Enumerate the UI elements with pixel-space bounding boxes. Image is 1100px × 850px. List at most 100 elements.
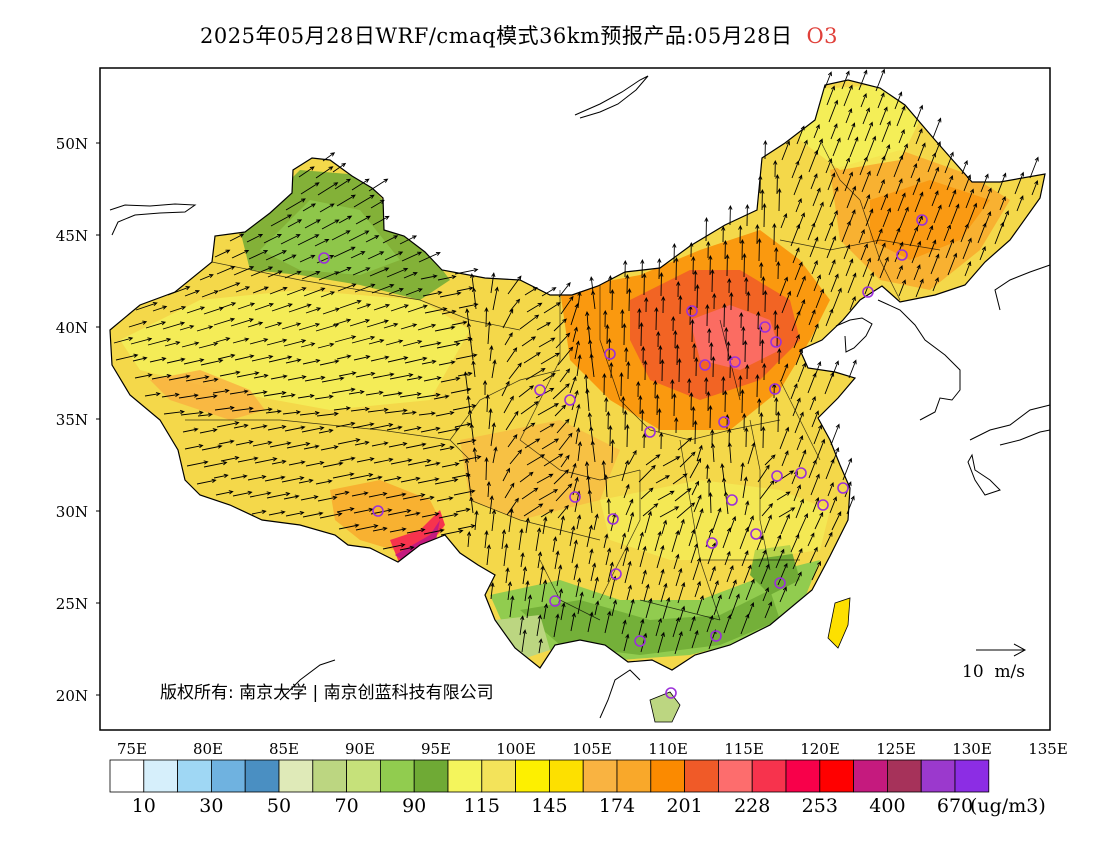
wind-arrow xyxy=(695,283,700,309)
wind-arrow xyxy=(659,506,680,518)
wind-arrow xyxy=(559,515,565,536)
wind-arrow xyxy=(469,423,475,446)
wind-arrow xyxy=(196,478,217,485)
wind-arrow xyxy=(230,474,248,480)
wind-arrow xyxy=(710,268,715,293)
wind-arrow xyxy=(705,463,710,480)
wind-arrow xyxy=(385,339,404,346)
wind-arrow xyxy=(455,507,471,513)
wind-arrow xyxy=(419,341,442,348)
wind-arrow xyxy=(235,286,251,293)
wind-arrow xyxy=(285,198,306,211)
wind-arrow xyxy=(689,391,694,411)
wind-arrow xyxy=(540,509,554,518)
wind-arrow xyxy=(764,454,776,466)
wind-arrow xyxy=(742,476,748,499)
wind-arrow xyxy=(744,426,749,448)
wind-arrow xyxy=(555,332,571,349)
wind-arrow xyxy=(482,379,488,396)
wind-arrow xyxy=(813,274,821,292)
city-marker xyxy=(686,305,698,317)
wind-arrow xyxy=(725,253,730,277)
wind-arrow xyxy=(468,336,474,361)
wind-arrow xyxy=(637,531,644,551)
colorbar-swatch xyxy=(650,759,685,793)
wind-arrow xyxy=(305,307,322,314)
wind-arrow xyxy=(812,497,820,513)
lat-label-35n: 35N xyxy=(56,411,88,429)
wind-arrow xyxy=(368,338,385,345)
wind-arrow xyxy=(320,445,339,451)
wind-arrow xyxy=(149,357,167,363)
wind-arrow xyxy=(950,203,960,225)
wind-arrow xyxy=(677,357,682,383)
wind-arrow xyxy=(488,408,493,430)
wind-arrow xyxy=(608,424,613,447)
wind-arrow xyxy=(525,367,546,381)
wind-arrow xyxy=(184,443,204,450)
wind-arrow xyxy=(485,393,490,413)
wind-arrow xyxy=(994,221,1005,245)
city-marker xyxy=(795,467,807,479)
wind-arrow xyxy=(503,395,514,414)
wind-arrow xyxy=(113,336,134,344)
wind-arrow xyxy=(526,594,533,619)
wind-arrow xyxy=(745,578,755,601)
wind-arrow xyxy=(509,298,521,312)
wind-arrow xyxy=(623,483,630,499)
wind-arrow xyxy=(303,287,326,297)
wind-arrow xyxy=(721,375,726,396)
wind-arrow xyxy=(336,507,355,513)
wind-arrow xyxy=(882,207,892,228)
wind-arrow xyxy=(536,473,554,484)
lon-label-110e: 110E xyxy=(648,740,688,758)
wind-arrow xyxy=(163,409,185,415)
city-marker xyxy=(862,286,874,298)
wind-arrow xyxy=(674,487,692,502)
wind-arrow xyxy=(202,377,219,383)
wind-arrow xyxy=(676,502,696,519)
wind-arrow xyxy=(334,335,357,343)
wind-arrow xyxy=(401,251,423,262)
wind-arrow xyxy=(696,444,703,462)
wind-arrow xyxy=(471,360,476,378)
wind-arrow xyxy=(560,454,570,468)
wind-arrow xyxy=(249,338,269,345)
wind-arrow xyxy=(760,188,765,211)
wind-arrow xyxy=(356,457,375,463)
wind-arrow xyxy=(519,471,534,483)
wind-arrow xyxy=(881,120,891,143)
wind-arrow xyxy=(382,235,399,244)
wind-arrow xyxy=(675,343,680,366)
wind-arrow xyxy=(336,354,352,360)
wind-arrow xyxy=(875,68,886,92)
wind-arrow xyxy=(519,314,540,330)
wind-arrow xyxy=(282,254,297,262)
wind-arrow xyxy=(898,279,906,297)
wind-arrow xyxy=(740,462,745,482)
wind-arrow xyxy=(402,493,426,500)
wind-arrow xyxy=(655,475,671,484)
wind-arrow xyxy=(372,215,390,226)
wind-arrow xyxy=(763,289,768,313)
wind-arrow xyxy=(521,336,537,347)
wind-arrow xyxy=(655,393,660,416)
wind-arrow xyxy=(541,287,557,297)
wind-arrow xyxy=(773,159,778,178)
wind-arrow xyxy=(144,392,161,397)
wind-arrow xyxy=(215,490,234,496)
wind-arrow xyxy=(862,107,870,125)
wind-arrow xyxy=(809,396,816,411)
wind-arrow xyxy=(876,155,886,177)
wind-arrow xyxy=(407,458,432,466)
wind-arrow xyxy=(779,426,790,450)
wind-arrow xyxy=(621,459,630,482)
wind-arrow xyxy=(777,347,782,365)
wind-arrow xyxy=(929,166,940,190)
wind-arrow xyxy=(590,562,597,582)
wind-arrow xyxy=(808,459,817,479)
wind-arrow xyxy=(351,178,370,191)
colorbar-tick-label: 228 xyxy=(734,795,770,817)
colorbar-swatch xyxy=(819,759,854,793)
wind-arrow xyxy=(641,345,646,364)
